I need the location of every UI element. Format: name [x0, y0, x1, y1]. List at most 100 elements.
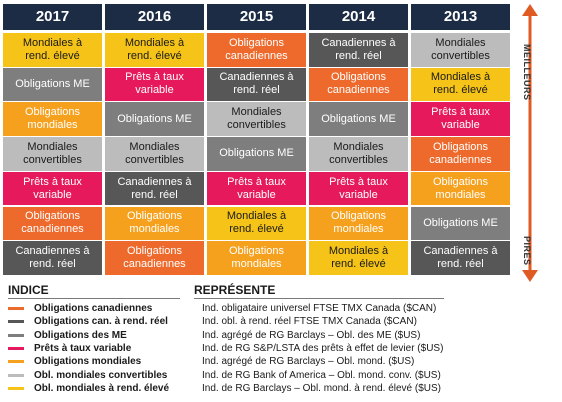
rank-cell-2017-2: Obligations ME: [3, 67, 102, 102]
year-header-2017: 2017: [3, 4, 102, 30]
rank-cell-label: Mondiales convertibles: [431, 36, 490, 62]
legend-item-name: Obl. mondiales convertibles: [34, 369, 168, 381]
best-label: MEILLEURS: [522, 44, 532, 101]
legend-item-me: Obligations des ME Ind. agrégé de RG Barc…: [8, 329, 558, 342]
ranking-grid: 2017 2016 2015 2014 2013 Mondiales à rend. él…: [3, 4, 511, 278]
rank-cell-2013-5: Obligations mondiales: [411, 171, 510, 206]
rank-cell-2014-4: Mondiales convertibles: [309, 137, 408, 171]
rank-cell-2016-6: Obligations mondiales: [105, 206, 204, 240]
rank-cell-2015-7: Obligations mondiales: [207, 241, 306, 275]
rank-cell-label: Obligations mondiales: [24, 106, 81, 132]
legend-item-can: Obligations canadiennes Ind. obligataire …: [8, 302, 558, 315]
rank-cell-2016-1: Mondiales à rend. élevé: [105, 33, 204, 67]
legend-item-description: Ind. de RG S&P/LSTA des prêts à effet de…: [202, 342, 444, 354]
rank-cell-label: Obligations ME: [15, 77, 90, 90]
rank-cell-label: Mondiales convertibles: [227, 106, 286, 132]
rank-cell-label: Canadiennes à rend. réel: [321, 36, 396, 62]
rank-cell-label: Obligations canadiennes: [429, 140, 492, 166]
rank-cell-label: Prêts à taux variable: [329, 175, 388, 201]
legend-item-name: Obligations des ME: [34, 329, 127, 341]
rank-cell-2013-3: Prêts à taux variable: [411, 102, 510, 136]
legend-item-elev: Obl. mondiales à rend. élevé Ind. de RG B…: [8, 382, 558, 395]
rank-cell-label: Mondiales à rend. élevé: [328, 244, 389, 270]
rank-cell-label: Mondiales convertibles: [125, 140, 184, 166]
legend-item-description: Ind. obl. à rend. réel FTSE TMX Canada (…: [202, 316, 417, 328]
rank-cell-label: Obligations mondiales: [330, 210, 387, 236]
rank-cell-label: Obligations mondiales: [432, 175, 489, 201]
rank-cell-2015-3: Mondiales convertibles: [207, 102, 306, 136]
rank-cell-2013-7: Canadiennes à rend. réel: [411, 241, 510, 275]
legend-swatch: [8, 346, 24, 350]
legend-item-name: Obligations canadiennes: [34, 303, 153, 314]
rank-cell-label: Mondiales convertibles: [329, 140, 388, 166]
rank-cell-label: Obligations canadiennes: [21, 210, 84, 236]
rank-cell-label: Prêts à taux variable: [227, 175, 286, 201]
year-header-2013: 2013: [411, 4, 510, 30]
worst-label: PIRES: [522, 236, 532, 266]
rank-cell-label: Canadiennes à rend. réel: [117, 175, 192, 201]
rank-cell-2015-5: Prêts à taux variable: [207, 171, 306, 206]
rank-cell-2014-3: Obligations ME: [309, 102, 408, 136]
legend-divider-right: [194, 298, 444, 299]
rank-cell-label: Mondiales à rend. élevé: [430, 71, 491, 97]
rank-cell-label: Prêts à taux variable: [431, 106, 490, 132]
year-header-2016: 2016: [105, 4, 204, 30]
rank-cell-2014-6: Obligations mondiales: [309, 206, 408, 240]
rank-cell-label: Prêts à taux variable: [125, 71, 184, 97]
legend-item-pret: Prêts à taux variable Ind. de RG S&P/LSTA…: [8, 342, 558, 355]
rank-cell-2016-7: Obligations canadiennes: [105, 241, 204, 275]
year-header-2014: 2014: [309, 4, 408, 30]
legend-item-description: Ind. obligataire universel FTSE TMX Cana…: [202, 303, 437, 314]
legend-item-description: Ind. de RG Bank of America – Obl. mond. …: [202, 369, 441, 381]
rank-cell-2014-7: Mondiales à rend. élevé: [309, 241, 408, 275]
rank-cell-label: Obligations canadiennes: [327, 71, 390, 97]
rank-cell-2013-6: Obligations ME: [411, 206, 510, 240]
rank-cell-label: Obligations ME: [321, 112, 396, 125]
rank-cell-2016-2: Prêts à taux variable: [105, 67, 204, 102]
rank-cell-label: Obligations mondiales: [126, 210, 183, 236]
rank-cell-2015-2: Canadiennes à rend. réel: [207, 67, 306, 102]
rank-cell-label: Canadiennes à rend. réel: [219, 71, 294, 97]
rank-cell-2013-2: Mondiales à rend. élevé: [411, 67, 510, 102]
rank-cell-label: Prêts à taux variable: [23, 175, 82, 201]
legend-item-description: Ind. agrégé de RG Barclays – Obl. des ME…: [202, 329, 421, 341]
rank-cell-label: Mondiales à rend. élevé: [22, 36, 83, 62]
legend-item-description: Ind. de RG Barclays – Obl. mond. à rend.…: [202, 382, 441, 394]
legend-item-name: Obligations mondiales: [34, 356, 142, 368]
rank-cell-2016-5: Canadiennes à rend. réel: [105, 171, 204, 206]
rank-cell-2015-6: Mondiales à rend. élevé: [207, 206, 306, 240]
rank-cell-2015-4: Obligations ME: [207, 137, 306, 171]
rank-cell-label: Mondiales convertibles: [23, 140, 82, 166]
rank-cell-2017-7: Canadiennes à rend. réel: [3, 241, 102, 275]
rank-cell-label: Obligations mondiales: [228, 244, 285, 270]
rank-cell-2017-1: Mondiales à rend. élevé: [3, 33, 102, 67]
rank-cell-2013-1: Mondiales convertibles: [411, 33, 510, 67]
rank-cell-label: Mondiales à rend. élevé: [226, 210, 287, 236]
rank-cell-2013-4: Obligations canadiennes: [411, 137, 510, 171]
arrow-shaft: [528, 16, 532, 270]
rank-cell-2017-3: Obligations mondiales: [3, 102, 102, 136]
year-header-row: 2017 2016 2015 2014 2013: [3, 4, 511, 30]
rank-cell-2014-1: Canadiennes à rend. réel: [309, 33, 408, 67]
legend-swatch: [8, 373, 24, 377]
rank-cell-label: Obligations canadiennes: [123, 244, 186, 270]
rank-cell-2016-3: Obligations ME: [105, 102, 204, 136]
legend-item-name: Prêts à taux variable: [34, 342, 132, 354]
rank-cell-2017-4: Mondiales convertibles: [3, 137, 102, 171]
legend-item-name: Obl. mondiales à rend. élevé: [34, 382, 170, 394]
rank-cell-label: Canadiennes à rend. réel: [423, 244, 498, 270]
best-to-worst-arrow: [522, 4, 538, 282]
rank-cell-label: Mondiales à rend. élevé: [124, 36, 185, 62]
legend-item-conv: Obl. mondiales convertibles Ind. de RG Ba…: [8, 369, 558, 382]
year-header-2015: 2015: [207, 4, 306, 30]
legend-swatch: [8, 386, 24, 390]
legend-swatch: [8, 320, 24, 324]
rank-cell-2014-5: Prêts à taux variable: [309, 171, 408, 206]
arrow-down-head: [522, 270, 538, 282]
arrow-up-head: [522, 4, 538, 16]
rank-cell-label: Obligations canadiennes: [225, 36, 288, 62]
legend-swatch: [8, 307, 24, 310]
legend-heading-index: INDICE: [8, 283, 49, 297]
rank-cell-label: Obligations ME: [423, 216, 498, 229]
rank-cell-2015-1: Obligations canadiennes: [207, 33, 306, 67]
